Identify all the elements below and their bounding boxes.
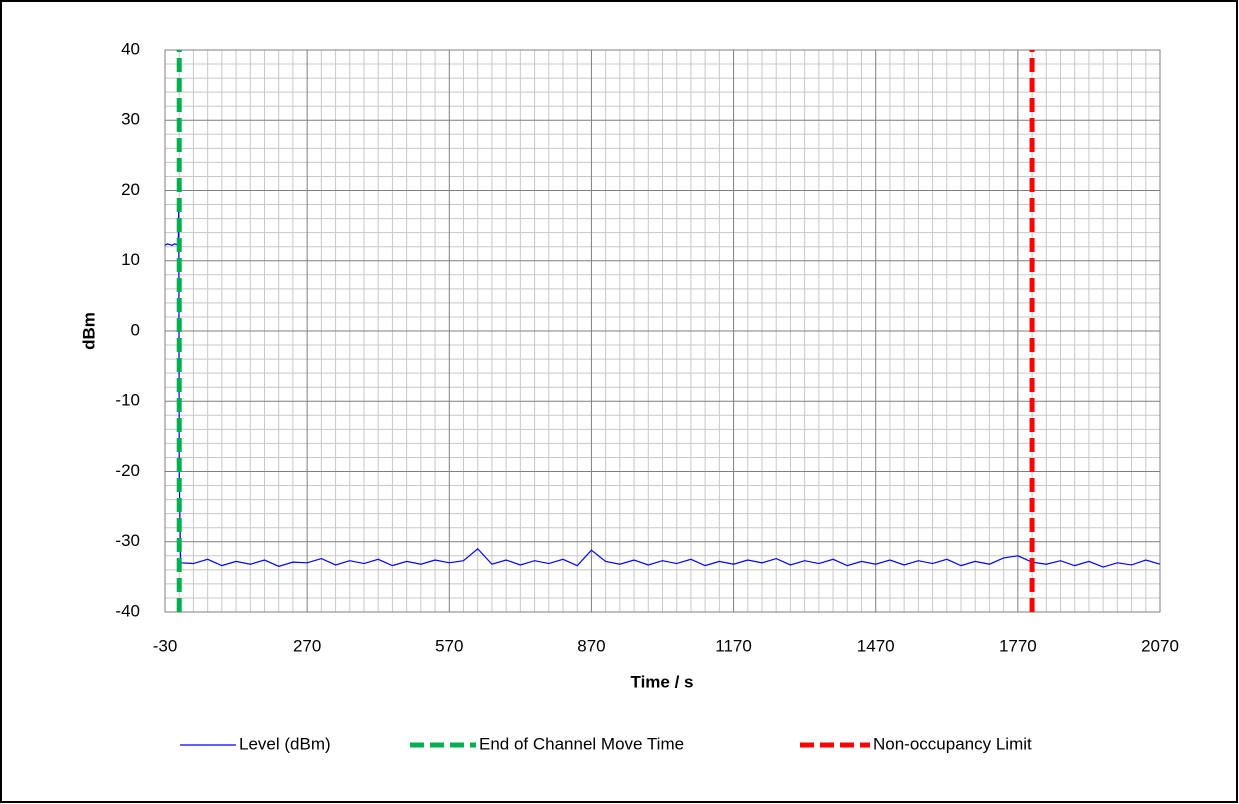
y-tick-label: -40 bbox=[115, 601, 140, 620]
x-axis-title: Time / s bbox=[631, 672, 694, 691]
x-tick-label: 2070 bbox=[1141, 636, 1179, 655]
legend-label: Non-occupancy Limit bbox=[873, 734, 1032, 753]
x-tick-label: 570 bbox=[435, 636, 463, 655]
y-tick-label: -20 bbox=[115, 461, 140, 480]
x-tick-label: 270 bbox=[293, 636, 321, 655]
x-tick-label: 1770 bbox=[999, 636, 1037, 655]
y-tick-label: 0 bbox=[131, 320, 140, 339]
y-tick-label: 20 bbox=[121, 180, 140, 199]
y-axis-title: dBm bbox=[79, 312, 98, 350]
y-tick-label: -10 bbox=[115, 391, 140, 410]
x-tick-label: 870 bbox=[577, 636, 605, 655]
plot-area-border bbox=[164, 49, 1161, 613]
y-tick-label: 30 bbox=[121, 110, 140, 129]
x-tick-label: 1170 bbox=[715, 636, 752, 655]
y-tick-label: 10 bbox=[121, 250, 140, 269]
legend-label: End of Channel Move Time bbox=[479, 734, 684, 753]
legend-label: Level (dBm) bbox=[239, 734, 331, 753]
y-tick-label: -30 bbox=[115, 531, 140, 550]
x-tick-label: -30 bbox=[153, 636, 178, 655]
series-line bbox=[164, 201, 1161, 568]
x-tick-label: 1470 bbox=[857, 636, 895, 655]
y-tick-label: 40 bbox=[121, 39, 140, 58]
